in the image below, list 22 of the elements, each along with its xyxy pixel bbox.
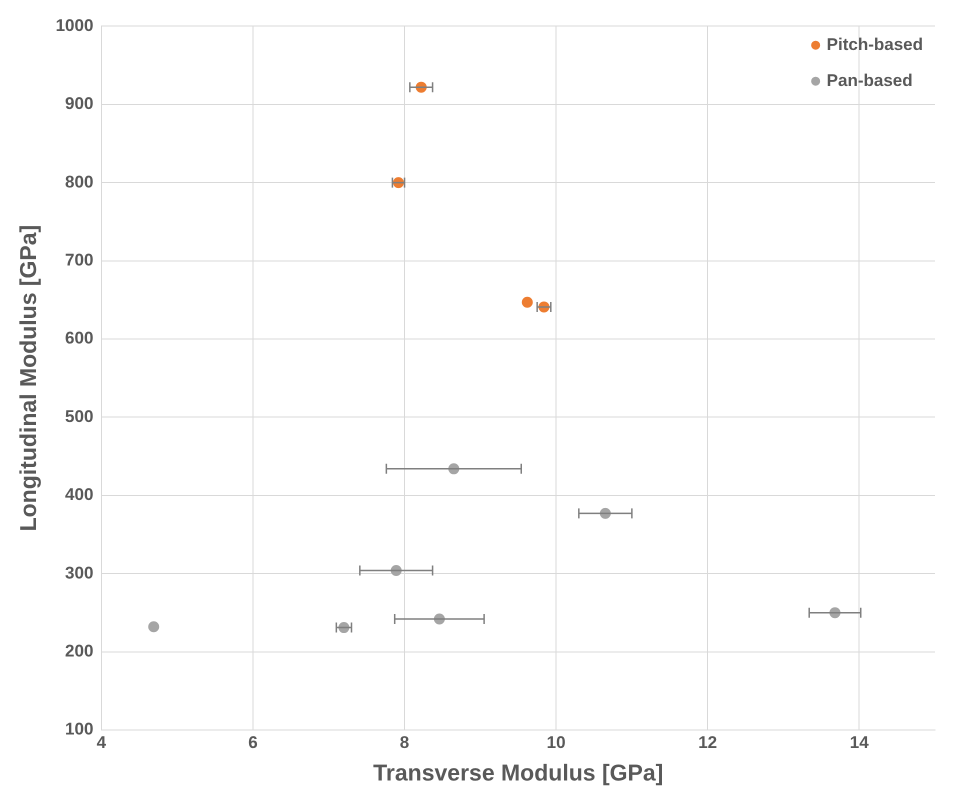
- legend-label: Pitch-based: [826, 34, 924, 54]
- y-tick-label: 200: [65, 641, 94, 660]
- x-tick-label: 4: [96, 732, 107, 752]
- x-axis-title: Transverse Modulus [GPa]: [373, 760, 664, 786]
- y-tick-label: 700: [65, 250, 94, 270]
- point: [148, 621, 160, 632]
- y-tick-label: 600: [65, 328, 94, 348]
- y-tick-label: 300: [65, 563, 94, 582]
- x-tick-label: 10: [546, 732, 566, 752]
- x-tick-label: 6: [248, 732, 258, 752]
- y-axis-title: Longitudinal Modulus [GPa]: [15, 224, 42, 532]
- point: [522, 296, 533, 308]
- x-tick-label: 14: [850, 732, 870, 752]
- y-tick-label: 500: [65, 406, 94, 426]
- y-tick-label: 400: [65, 485, 94, 504]
- y-tick-label: 800: [65, 172, 94, 192]
- legend-label: Pan-based: [826, 70, 913, 90]
- y-tick-label: 1000: [56, 16, 94, 35]
- x-tick-label: 8: [400, 732, 410, 752]
- y-tick-label: 900: [65, 94, 94, 114]
- x-tick-label: 12: [698, 732, 718, 752]
- y-tick-label: 100: [65, 720, 94, 739]
